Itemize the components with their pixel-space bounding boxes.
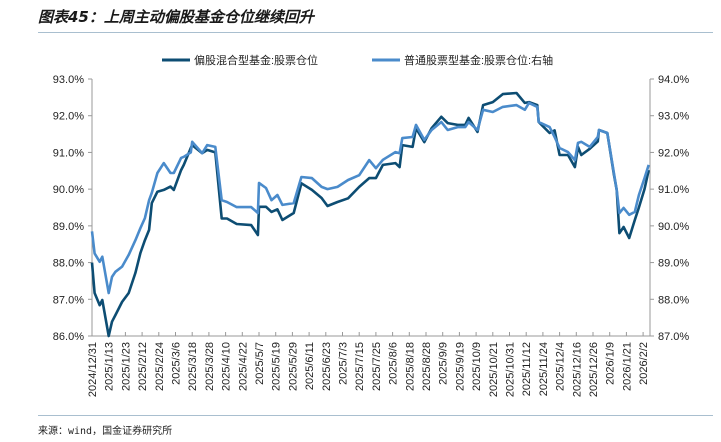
x-tick-label: 2025/8/18 [404, 342, 416, 391]
x-tick-label: 2025/9/9 [438, 342, 450, 385]
x-tick-label: 2025/12/4 [555, 342, 567, 391]
left-tick-label: 92.0% [53, 111, 84, 123]
x-tick-label: 2025/3/18 [187, 342, 199, 391]
x-tick-label: 2025/10/9 [471, 342, 483, 391]
right-tick-label: 90.0% [658, 221, 689, 233]
x-tick-label: 2025/5/19 [271, 342, 283, 391]
right-tick-label: 88.0% [658, 294, 689, 306]
x-tick-label: 2025/12/16 [571, 342, 583, 397]
left-tick-label: 87.0% [53, 294, 84, 306]
x-tick-label: 2025/6/11 [304, 342, 316, 390]
x-tick-label: 2025/5/7 [254, 342, 266, 385]
x-tick-label: 2024/12/31 [87, 342, 99, 397]
x-tick-label: 2026/1/9 [605, 342, 617, 385]
x-tick-label: 2025/11/24 [538, 342, 550, 396]
x-tick-label: 2025/8/6 [388, 342, 400, 385]
x-tick-label: 2025/10/31 [505, 342, 517, 397]
x-tick-label: 2025/6/23 [321, 342, 333, 391]
left-tick-label: 86.0% [53, 331, 84, 343]
figure-title: 图表45：上周主动偏股基金仓位继续回升 [38, 8, 314, 26]
x-tick-label: 2026/2/2 [638, 342, 650, 385]
x-tick-label: 2025/4/22 [237, 342, 249, 391]
left-tick-label: 90.0% [53, 184, 84, 196]
right-tick-label: 92.0% [658, 147, 689, 159]
left-tick-label: 91.0% [53, 147, 84, 159]
x-tick-label: 2025/7/15 [354, 342, 366, 391]
legend-label-1: 偏股混合型基金:股票仓位 [194, 53, 318, 67]
right-tick-label: 91.0% [658, 184, 689, 196]
x-tick-label: 2025/11/12 [521, 342, 533, 396]
right-tick-label: 94.0% [658, 74, 689, 86]
left-tick-label: 93.0% [53, 74, 84, 86]
footer-divider [38, 415, 713, 416]
x-tick-label: 2026/1/21 [621, 342, 633, 391]
x-tick-label: 2025/1/23 [120, 342, 132, 391]
left-tick-label: 89.0% [53, 221, 84, 233]
x-tick-label: 2025/7/25 [371, 342, 383, 391]
right-tick-label: 93.0% [658, 111, 689, 123]
x-tick-label: 2025/12/26 [588, 342, 600, 397]
x-tick-label: 2025/2/12 [137, 342, 149, 391]
series-line-2 [90, 101, 650, 295]
left-tick-label: 88.0% [53, 258, 84, 270]
series-line-1 [90, 91, 650, 338]
right-tick-label: 87.0% [658, 331, 689, 343]
x-tick-label: 2025/7/3 [338, 342, 350, 385]
x-tick-label: 2025/5/29 [287, 342, 299, 391]
x-tick-label: 2025/9/19 [454, 342, 466, 391]
x-tick-label: 2025/8/28 [421, 342, 433, 391]
x-tick-label: 2025/2/24 [154, 342, 166, 391]
x-tick-label: 2025/4/10 [221, 342, 233, 391]
x-tick-label: 2025/10/21 [488, 342, 500, 397]
x-tick-label: 2025/3/28 [204, 342, 216, 391]
title-divider [38, 32, 713, 33]
legend-label-2: 普通股票型基金:股票仓位:右轴 [404, 53, 553, 67]
x-tick-label: 2025/1/13 [104, 342, 116, 391]
x-tick-label: 2025/3/6 [171, 342, 183, 385]
right-tick-label: 89.0% [658, 258, 689, 270]
source-note: 来源：wind，国金证券研究所 [38, 426, 173, 437]
